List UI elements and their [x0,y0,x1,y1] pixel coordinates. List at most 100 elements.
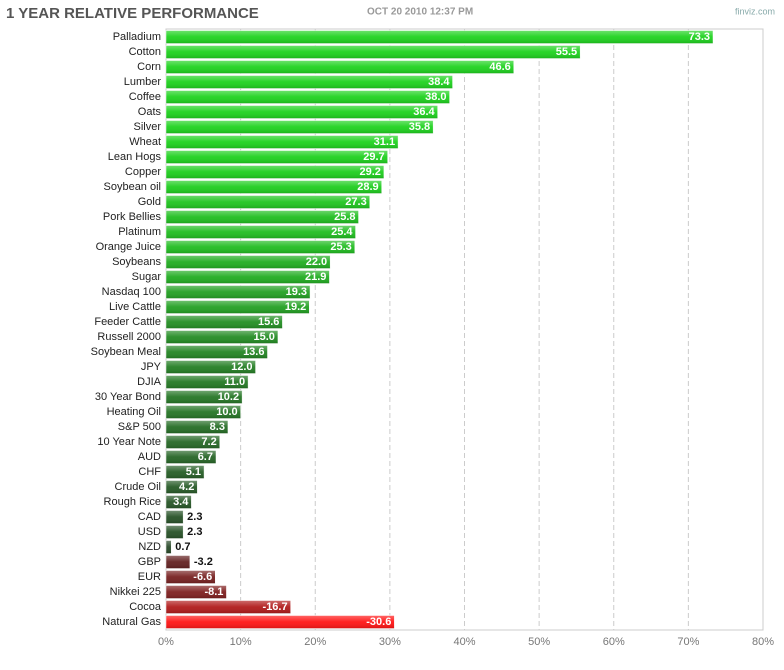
value-label: 5.1 [186,466,201,478]
category-label: Nasdaq 100 [102,286,161,298]
category-label: Lean Hogs [108,151,162,163]
value-label: -8.1 [204,586,223,598]
bar-gloss [166,540,172,554]
category-label: Soybeans [112,256,161,268]
value-label: 10.2 [218,391,239,403]
bar-gloss [166,615,395,629]
value-label: 15.6 [258,316,279,328]
bar-gloss [166,240,355,254]
value-label: 4.2 [179,481,194,493]
value-label: 7.2 [201,436,216,448]
value-label: 73.3 [689,31,710,43]
bar-gloss [166,165,384,179]
bar-gloss [166,570,216,584]
value-label: 0.7 [175,541,190,553]
category-label: Coffee [129,91,161,103]
bar-gloss [166,420,228,434]
bar-gloss [166,360,256,374]
category-label: Silver [133,121,161,133]
value-label: 25.8 [334,211,355,223]
category-label: S&P 500 [118,421,161,433]
category-label: Russell 2000 [97,331,161,343]
timestamp: OCT 20 2010 12:37 PM [367,7,473,18]
bar-gloss [166,390,243,404]
value-label: 8.3 [210,421,225,433]
category-label: Nikkei 225 [110,586,161,598]
value-label: 13.6 [243,346,264,358]
category-label: AUD [138,451,161,463]
category-label: Palladium [113,31,161,43]
x-tick-label: 60% [603,636,625,648]
category-label: Copper [125,166,161,178]
bar-gloss [166,180,382,194]
bar-gloss [166,270,330,284]
category-label: Lumber [124,76,162,88]
value-label: 21.9 [305,271,326,283]
bar-gloss [166,435,220,449]
category-label: USD [138,526,161,538]
category-label: Gold [138,196,161,208]
category-label: CHF [138,466,161,478]
category-label: DJIA [137,376,162,388]
value-label: 35.8 [409,121,430,133]
value-label: 19.3 [286,286,307,298]
bar-gloss [166,75,453,89]
value-label: 46.6 [489,61,510,73]
value-label: -6.6 [193,571,212,583]
category-label: Orange Juice [96,241,161,253]
bar-gloss [166,345,268,359]
category-label: JPY [141,361,162,373]
x-tick-label: 80% [752,636,774,648]
value-label: 31.1 [374,136,395,148]
value-label: 28.9 [357,181,378,193]
category-label: NZD [138,541,161,553]
category-label: Cotton [129,46,161,58]
bar-gloss [166,495,192,509]
category-label: Rough Rice [104,496,161,508]
category-label: Live Cattle [109,301,161,313]
bar-gloss [166,30,714,44]
value-label: -16.7 [263,601,288,613]
x-tick-label: 70% [677,636,699,648]
category-label: Heating Oil [107,406,161,418]
bar-gloss [166,405,241,419]
bar-gloss [166,120,434,134]
category-label: Cocoa [129,601,162,613]
bar-gloss [166,210,359,224]
value-label: 27.3 [345,196,366,208]
category-label: Feeder Cattle [94,316,161,328]
bar-gloss [166,465,205,479]
category-label: Corn [137,61,161,73]
value-label: 29.7 [363,151,384,163]
value-label: 6.7 [198,451,213,463]
bar-gloss [166,225,356,239]
category-label: Pork Bellies [103,211,162,223]
x-tick-label: 30% [379,636,401,648]
value-label: 19.2 [285,301,306,313]
category-label: Soybean Meal [91,346,161,358]
bar-gloss [166,60,514,74]
x-tick-label: 20% [304,636,326,648]
category-label: Crude Oil [115,481,161,493]
category-label: Soybean oil [104,181,162,193]
bar-gloss [166,450,216,464]
bar-gloss [166,330,278,344]
x-tick-label: 40% [453,636,475,648]
value-label: 55.5 [556,46,577,58]
value-label: 38.0 [425,91,446,103]
x-tick-label: 10% [230,636,252,648]
value-label: 29.2 [359,166,380,178]
bar-gloss [166,255,331,269]
x-tick-label: 50% [528,636,550,648]
value-label: 25.3 [330,241,351,253]
value-label: 22.0 [306,256,327,268]
bar-gloss [166,285,311,299]
value-label: -30.6 [366,616,391,628]
x-tick-label: 0% [158,636,174,648]
bar-gloss [166,525,184,539]
value-label: 2.3 [187,511,202,523]
value-label: 36.4 [413,106,435,118]
bar-gloss [166,480,198,494]
category-label: 10 Year Note [97,436,161,448]
